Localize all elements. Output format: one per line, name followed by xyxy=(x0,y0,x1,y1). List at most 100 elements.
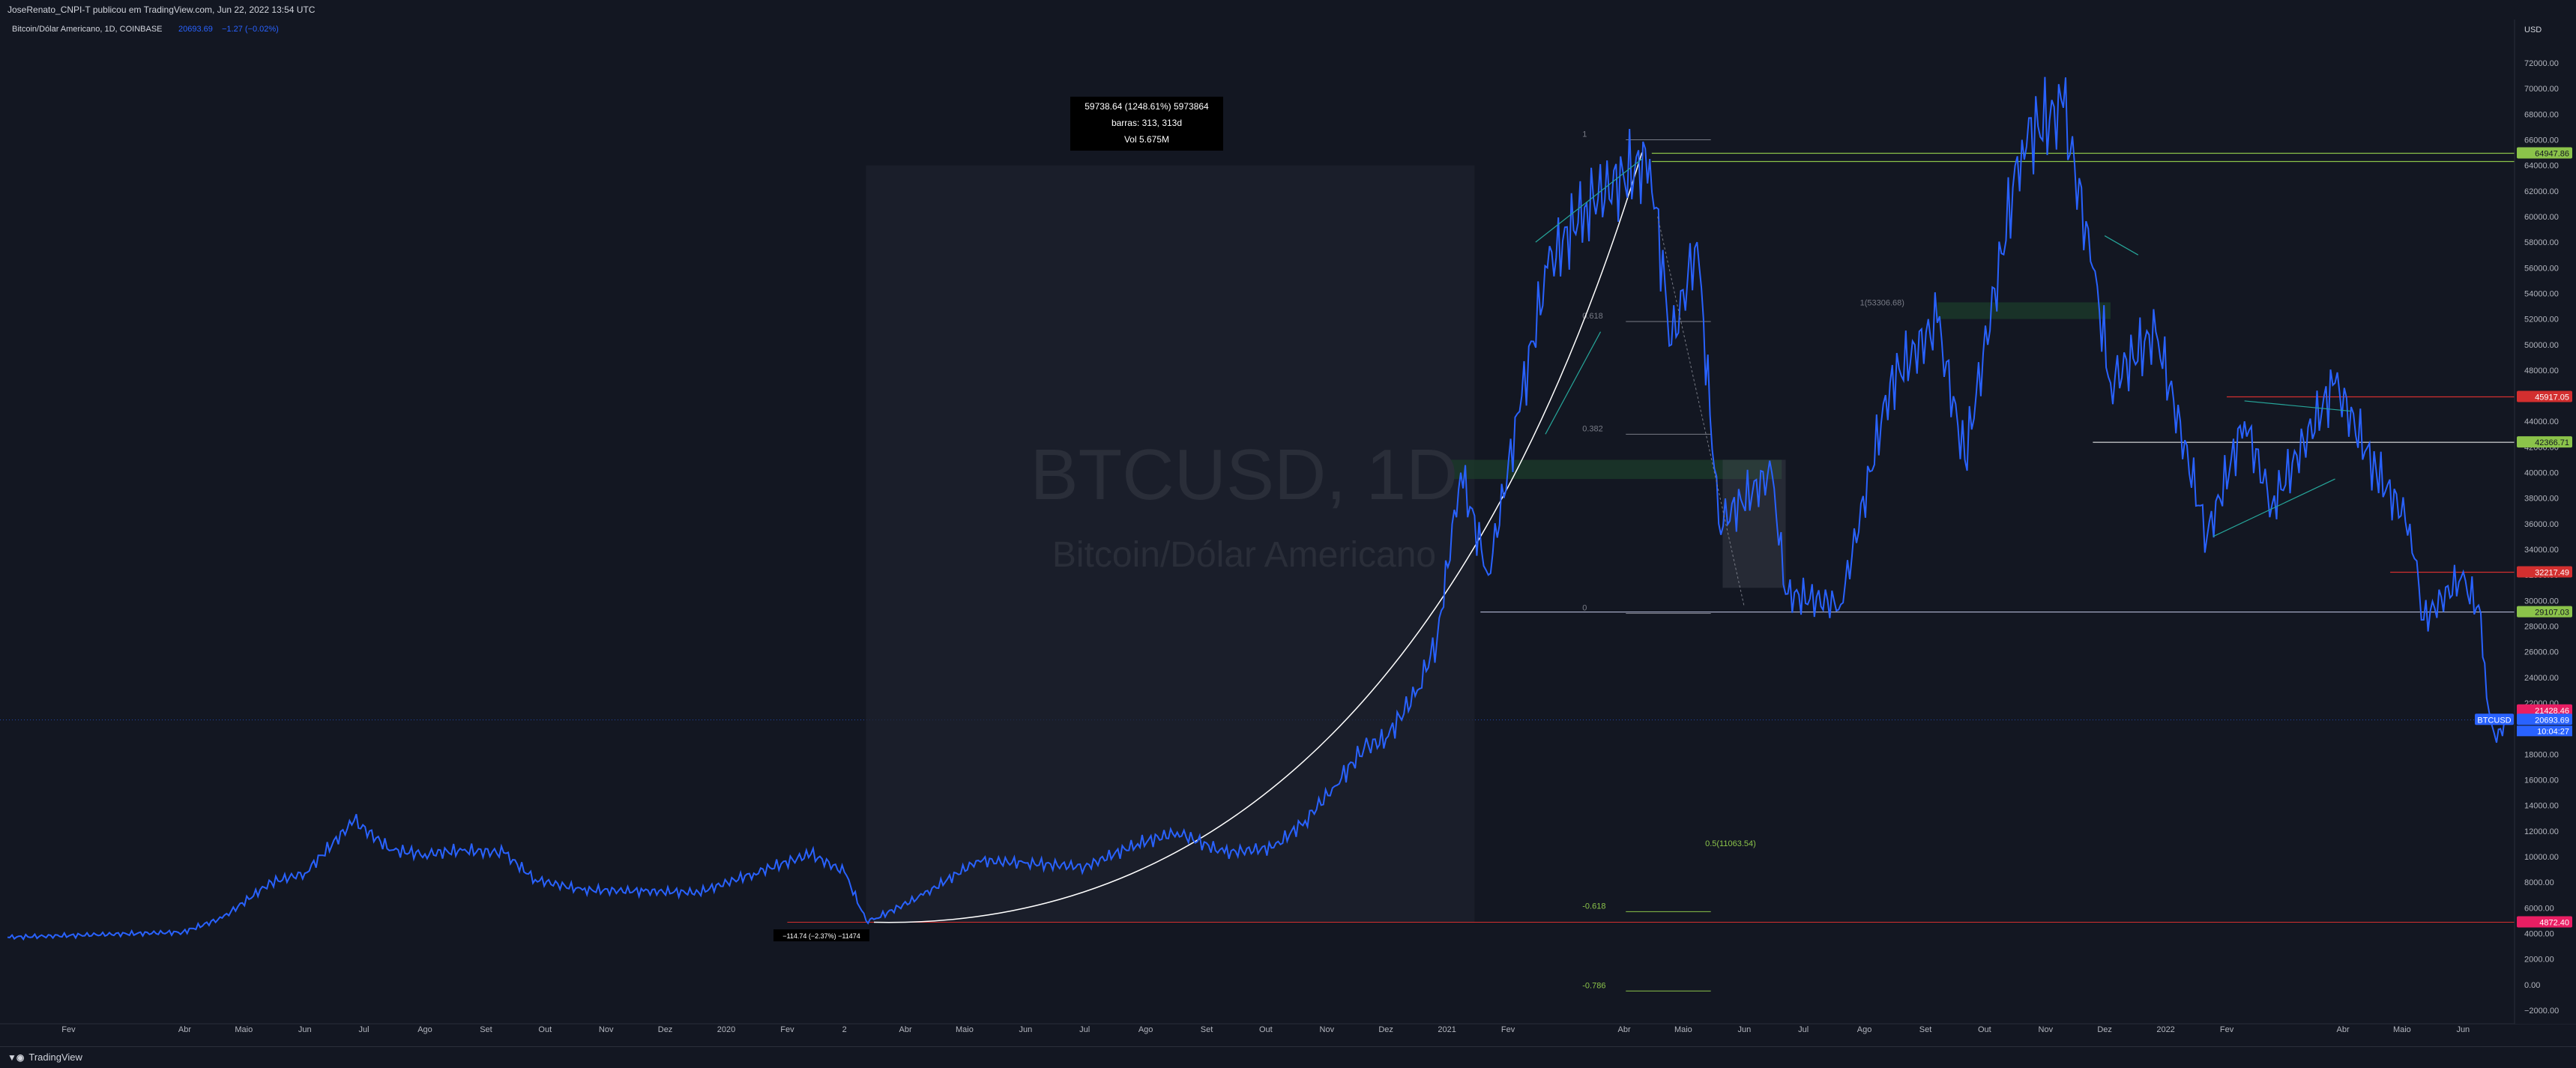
x-tick-label: 2022 xyxy=(2156,1025,2174,1034)
current-symbol-bg xyxy=(2475,713,2514,725)
demand-zone-1 xyxy=(1449,459,1782,480)
y-tick-label: 36000.00 xyxy=(2524,520,2559,529)
x-tick-label: Maio xyxy=(2393,1025,2411,1034)
footer-brand: TradingView xyxy=(28,1052,82,1063)
x-tick-label: Dez xyxy=(658,1025,673,1034)
legend-price: 20693.69 xyxy=(178,25,213,34)
fib-value-label: 1(53306.68) xyxy=(1860,298,1904,307)
fib-level-label: 0 xyxy=(1582,603,1587,612)
x-axis[interactable]: Fev Abr Maio Jun Jul Ago Set Out Nov Dez 2020 Fev 2 A… xyxy=(0,1023,2576,1034)
y-tick-label: 68000.00 xyxy=(2524,110,2559,119)
fib-level-label: 0.618 xyxy=(1582,312,1603,321)
fib-level-label: -0.618 xyxy=(1582,902,1605,911)
x-tick-label: Maio xyxy=(235,1025,253,1034)
y-tick-label: 26000.00 xyxy=(2524,648,2559,657)
measure-box-bg xyxy=(1070,97,1223,151)
y-tick-label: 52000.00 xyxy=(2524,316,2559,325)
x-tick-label: Ago xyxy=(417,1025,432,1034)
demand-zone-2 xyxy=(1937,302,2111,319)
price-label-bg xyxy=(2517,147,2572,159)
x-tick-label: Out xyxy=(538,1025,552,1034)
legend-name: Bitcoin/Dólar Americano, 1D, COINBASE xyxy=(12,25,163,34)
countdown-label: 10:04:27 xyxy=(2537,727,2569,736)
price-series-line[interactable] xyxy=(7,76,2506,941)
y-tick-label: 70000.00 xyxy=(2524,85,2559,94)
price-label-bg xyxy=(2517,390,2572,402)
y-tick-label: 48000.00 xyxy=(2524,366,2559,375)
y-tick-label: 24000.00 xyxy=(2524,674,2559,683)
x-tick-label: Abr xyxy=(2336,1025,2349,1034)
x-tick-label: Ago xyxy=(1138,1025,1153,1034)
y-tick-label: 40000.00 xyxy=(2524,469,2559,478)
y-axis-bg xyxy=(2515,19,2576,1024)
y-tick-label: 18000.00 xyxy=(2524,750,2559,759)
fib-value-label: 0.5(11063.54) xyxy=(1705,839,1756,848)
price-label-bg xyxy=(2517,606,2572,618)
x-tick-label: Jun xyxy=(298,1025,312,1034)
tradingview-icon: ▼◉ xyxy=(7,1052,25,1063)
y-tick-label: 66000.00 xyxy=(2524,136,2559,145)
y-tick-label: 0.00 xyxy=(2524,981,2540,990)
y-tick-label: −2000.00 xyxy=(2524,1007,2559,1016)
measure-line3: Vol 5.675M xyxy=(1124,134,1169,145)
trendline-channel xyxy=(1545,331,1602,435)
publish-line: JoseRenato_CNPI-T publicou em TradingVie… xyxy=(7,4,316,15)
watermark-symbol: BTCUSD, 1D xyxy=(1031,435,1459,515)
y-tick-label: 62000.00 xyxy=(2524,187,2559,196)
low-label: −114.74 (−2.37%) −11474 xyxy=(773,929,869,941)
publish-header: JoseRenato_CNPI-T publicou em TradingVie… xyxy=(0,0,2576,20)
x-tick-label: 2 xyxy=(842,1025,847,1034)
y-tick-label: 28000.00 xyxy=(2524,623,2559,632)
x-tick-label: Fev xyxy=(780,1025,794,1034)
y-tick-label: 72000.00 xyxy=(2524,59,2559,68)
x-tick-label: Nov xyxy=(2039,1025,2054,1034)
measure-range-zone xyxy=(866,165,1475,923)
x-tick-label: Abr xyxy=(1617,1025,1630,1034)
x-tick-label: Jun xyxy=(1019,1025,1032,1034)
parabolic-curve[interactable] xyxy=(874,152,1643,923)
trend-lines xyxy=(1535,158,2351,608)
y-tick-label: 16000.00 xyxy=(2524,776,2559,785)
y-tick-label: 2000.00 xyxy=(2524,956,2554,965)
y-tick-label: 54000.00 xyxy=(2524,289,2559,298)
x-tick-label: Fev xyxy=(61,1025,76,1034)
trendline-nov xyxy=(2104,235,2139,256)
price-label-bg xyxy=(2517,436,2572,448)
x-tick-label: Set xyxy=(480,1025,492,1034)
x-tick-label: Jun xyxy=(2456,1025,2470,1034)
price-label-bg xyxy=(2517,566,2572,578)
footer: ▼◉ TradingView xyxy=(0,1046,2576,1068)
fib-level-label: 1 xyxy=(1582,130,1587,139)
measure-box: 59738.64 (1248.61%) 5973864 barras: 313,… xyxy=(1070,97,1223,151)
x-tick-label: Jul xyxy=(1798,1025,1809,1034)
chart-area[interactable]: BTCUSD, 1D Bitcoin/Dólar Americano 1 0.61… xyxy=(0,19,2576,1046)
y-tick-label: 30000.00 xyxy=(2524,597,2559,606)
y-tick-label: 8000.00 xyxy=(2524,878,2554,887)
horizontal-levels xyxy=(787,152,2515,923)
currency-label: USD xyxy=(2524,25,2542,34)
price-labels: 64947.86 45917.05 42366.71 32217.49 29107.03… xyxy=(2475,147,2572,928)
x-tick-label: Out xyxy=(1978,1025,1991,1034)
dotted-projection xyxy=(1657,216,1745,608)
y-tick-label: 56000.00 xyxy=(2524,264,2559,273)
price-label-bg xyxy=(2517,916,2572,928)
y-tick-label: 50000.00 xyxy=(2524,341,2559,350)
y-axis[interactable]: USD −2000.00 0.00 2000.00 4000.00 6000.00 800… xyxy=(2514,19,2576,1024)
x-tick-label: Set xyxy=(1201,1025,1213,1034)
y-tick-label: 4000.00 xyxy=(2524,929,2554,938)
tradingview-logo[interactable]: ▼◉ TradingView xyxy=(7,1052,82,1063)
x-tick-label: Out xyxy=(1259,1025,1273,1034)
x-tick-label: Dez xyxy=(2097,1025,2112,1034)
price-label-text: 45917.05 xyxy=(2535,393,2569,402)
price-label-text: 64947.86 xyxy=(2535,149,2569,158)
y-tick-label: 14000.00 xyxy=(2524,802,2559,811)
fib-level-label: 0.382 xyxy=(1582,424,1603,433)
trendline-rising xyxy=(1535,158,1643,243)
price-label-bg xyxy=(2517,704,2572,716)
fib-level-label: -0.786 xyxy=(1582,981,1605,990)
price-chart[interactable]: BTCUSD, 1D Bitcoin/Dólar Americano 1 0.61… xyxy=(0,19,2576,1046)
price-label-text: 21428.46 xyxy=(2535,707,2569,716)
y-tick-label: 34000.00 xyxy=(2524,546,2559,555)
x-tick-label: Jul xyxy=(1079,1025,1090,1034)
x-tick-label: 2021 xyxy=(1438,1025,1456,1034)
